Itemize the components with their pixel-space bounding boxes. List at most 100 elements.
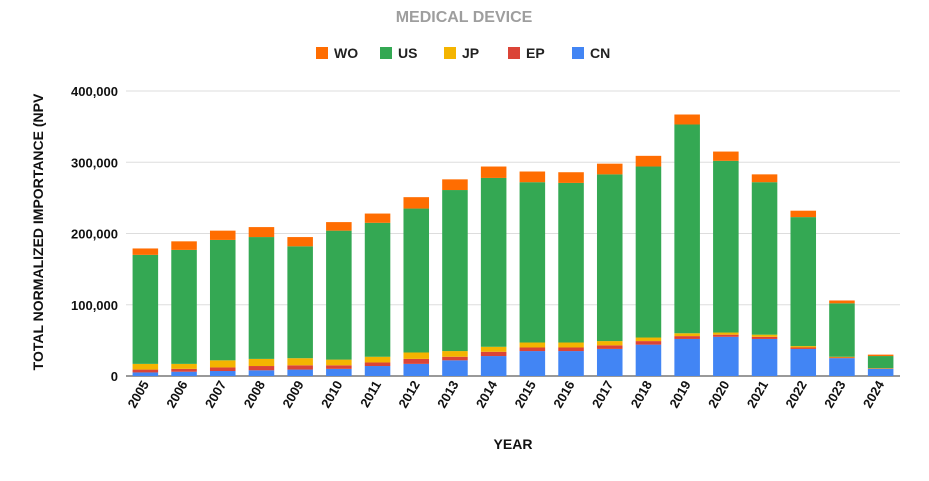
bar-cn-2024 <box>867 368 894 376</box>
legend-label-ep: EP <box>526 45 545 61</box>
bar-ep-2007 <box>209 367 236 372</box>
x-tick-label: 2014 <box>473 377 501 410</box>
legend-swatch-wo <box>316 47 328 59</box>
x-tick-label: 2007 <box>202 378 229 411</box>
bar-cn-2014 <box>480 356 507 376</box>
bar-cn-2022 <box>790 348 817 376</box>
bar-jp-2020 <box>713 332 739 335</box>
bar-jp-2018 <box>635 337 662 342</box>
bar-cn-2013 <box>442 360 468 376</box>
bar-cn-2008 <box>248 370 275 376</box>
bar-wo-2024 <box>867 354 894 357</box>
bar-us-2011 <box>364 222 391 357</box>
x-tick-label: 2013 <box>434 378 461 411</box>
y-tick-label: 300,000 <box>71 155 118 170</box>
bar-us-2007 <box>209 239 236 361</box>
legend-label-cn: CN <box>590 45 610 61</box>
bar-ep-2018 <box>635 341 662 345</box>
bar-cn-2017 <box>596 348 623 376</box>
legend-label-us: US <box>398 45 417 61</box>
bar-wo-2019 <box>674 114 700 125</box>
bar-wo-2023 <box>829 300 855 304</box>
legend-swatch-ep <box>508 47 520 59</box>
x-tick-label: 2015 <box>511 378 538 411</box>
bar-us-2021 <box>751 182 778 335</box>
bar-jp-2017 <box>596 341 623 346</box>
bar-wo-2011 <box>364 213 391 223</box>
bar-jp-2019 <box>674 333 700 337</box>
bar-ep-2005 <box>132 369 159 373</box>
bar-jp-2016 <box>558 342 584 348</box>
bar-jp-2005 <box>132 363 159 370</box>
bar-jp-2011 <box>364 356 391 363</box>
x-axis-label: YEAR <box>494 436 533 452</box>
bar-ep-2014 <box>480 351 507 357</box>
bar-jp-2014 <box>480 346 507 352</box>
bar-ep-2022 <box>790 347 817 349</box>
bar-jp-2010 <box>326 359 352 366</box>
bar-jp-2007 <box>209 360 236 368</box>
bar-jp-2012 <box>403 352 430 359</box>
bar-us-2016 <box>558 182 584 343</box>
bar-ep-2009 <box>287 365 313 370</box>
bar-wo-2008 <box>248 227 275 238</box>
legend-swatch-us <box>380 47 392 59</box>
y-tick-label: 400,000 <box>71 84 118 99</box>
bar-ep-2023 <box>829 357 855 359</box>
bar-jp-2021 <box>751 334 778 337</box>
bar-wo-2018 <box>635 155 662 167</box>
x-tick-label: 2022 <box>782 378 809 411</box>
bar-cn-2010 <box>326 368 352 376</box>
bar-ep-2021 <box>751 336 778 339</box>
bar-ep-2012 <box>403 358 430 364</box>
bar-cn-2011 <box>364 366 391 376</box>
legend-label-jp: JP <box>462 45 479 61</box>
x-tick-label: 2012 <box>395 378 422 411</box>
legend-swatch-cn <box>572 47 584 59</box>
bar-us-2009 <box>287 246 313 359</box>
x-tick-label: 2023 <box>821 378 848 411</box>
bar-wo-2022 <box>790 210 817 218</box>
chart-title: MEDICAL DEVICE <box>396 9 533 26</box>
bar-us-2008 <box>248 237 275 359</box>
bar-jp-2023 <box>829 356 855 358</box>
legend-label-wo: WO <box>334 45 358 61</box>
bar-cn-2020 <box>713 336 739 376</box>
bar-us-2022 <box>790 217 817 347</box>
bar-cn-2021 <box>751 338 778 376</box>
bar-wo-2014 <box>480 166 507 178</box>
bar-wo-2017 <box>596 163 623 175</box>
bar-jp-2013 <box>442 351 468 357</box>
bar-wo-2020 <box>713 151 739 161</box>
bar-ep-2013 <box>442 356 468 361</box>
bar-ep-2019 <box>674 336 700 339</box>
bar-jp-2008 <box>248 358 275 367</box>
bar-ep-2020 <box>713 334 739 337</box>
bar-ep-2016 <box>558 347 584 352</box>
bar-cn-2016 <box>558 351 584 376</box>
bar-cn-2018 <box>635 344 662 376</box>
bar-jp-2015 <box>519 342 546 348</box>
bar-us-2015 <box>519 182 546 343</box>
bar-jp-2009 <box>287 358 313 366</box>
bar-wo-2013 <box>442 179 468 191</box>
x-tick-label: 2008 <box>241 378 268 411</box>
x-tick-label: 2005 <box>124 378 151 411</box>
bar-us-2006 <box>171 249 197 364</box>
bar-us-2023 <box>829 303 855 357</box>
bar-wo-2006 <box>171 241 197 250</box>
x-tick-label: 2021 <box>744 378 771 411</box>
bar-us-2010 <box>326 230 352 360</box>
x-tick-label: 2009 <box>279 378 306 411</box>
bar-ep-2008 <box>248 366 275 371</box>
bar-ep-2017 <box>596 345 623 349</box>
bar-cn-2015 <box>519 351 546 376</box>
y-tick-label: 200,000 <box>71 227 118 242</box>
bar-wo-2016 <box>558 172 584 183</box>
bar-us-2012 <box>403 208 430 353</box>
x-tick-label: 2020 <box>705 378 732 411</box>
y-axis-ticks: 0 100,000 200,000 300,000 400,000 <box>71 84 118 384</box>
bar-wo-2015 <box>519 171 546 183</box>
bar-us-2013 <box>442 190 468 352</box>
bar-us-2005 <box>132 254 159 364</box>
